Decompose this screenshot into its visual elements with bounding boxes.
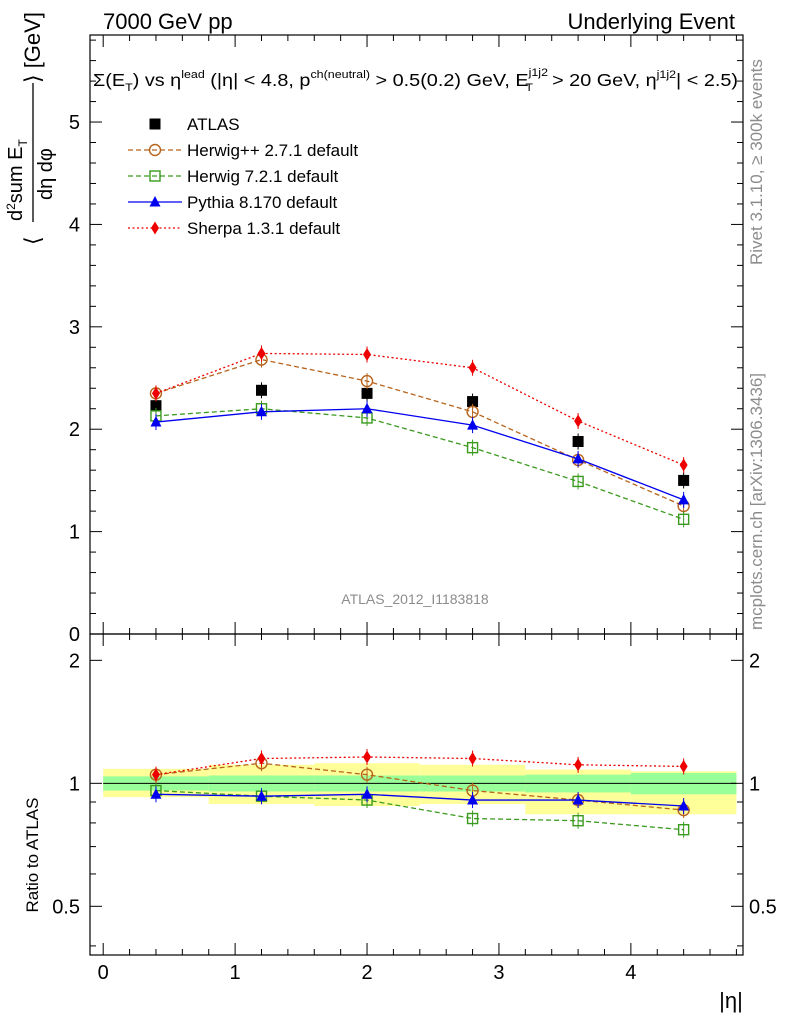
point-pythia-8-170-default [467, 419, 479, 430]
point-atlas [467, 396, 479, 408]
x-tick-label: 4 [625, 962, 636, 984]
point-pythia-8-170-default [467, 794, 479, 805]
legend-marker [149, 170, 161, 182]
y-tick-label: 4 [69, 214, 80, 236]
svg-text:d2sum ET: d2sum ET [4, 139, 30, 222]
legend-label: Sherpa 1.3.1 default [187, 219, 340, 238]
point-sherpa-1-3-1-default [468, 752, 477, 766]
point-pythia-8-170-default [150, 416, 162, 427]
legend: ATLAS Herwig++ 2.7.1 default Herwig 7.2.1 … [128, 115, 358, 238]
rivet-label: Rivet 3.1.10, ≥ 300k events [747, 59, 766, 265]
x-tick-label: 1 [230, 962, 241, 984]
ratio-ylabel: Ratio to ATLAS [23, 798, 42, 913]
y-tick-label: 5 [69, 112, 80, 134]
y-tick-label: 0 [69, 624, 80, 646]
analysis-watermark: ATLAS_2012_I1183818 [341, 591, 489, 607]
point-herwig-7-2-1-default [466, 812, 479, 825]
series-line-herwig-2-7-1-default [155, 358, 684, 507]
point-herwig-2-7-1-default [360, 374, 374, 388]
point-sherpa-1-3-1-default [679, 759, 688, 773]
x-axis-label: |η| [719, 988, 743, 1013]
ratio-y-tick-label: 0.5 [52, 896, 80, 918]
svg-text:dη dφ: dη dφ [35, 148, 57, 200]
svg-text:⟩ [GeV]: ⟩ [GeV] [20, 12, 45, 83]
series-line-pythia-8-170-default [155, 408, 684, 501]
x-tick-label: 2 [361, 962, 372, 984]
legend-label: Pythia 8.170 default [187, 193, 338, 212]
ratio-y-tick-label: 2 [69, 650, 80, 672]
x-tick-label: 3 [493, 962, 504, 984]
y-tick-label: 2 [69, 419, 80, 441]
point-pythia-8-170-default [255, 790, 267, 801]
point-herwig-7-2-1-default [677, 513, 690, 526]
point-pythia-8-170-default [678, 493, 690, 505]
point-sherpa-1-3-1-default [679, 458, 688, 472]
point-pythia-8-170-default [361, 402, 373, 414]
header-left: 7000 GeV pp [103, 9, 233, 34]
series-line-sherpa-1-3-1-default [155, 352, 684, 466]
point-pythia-8-170-default [150, 788, 162, 799]
legend-label: ATLAS [187, 115, 240, 134]
ratio-y-tick-label: 1 [69, 773, 80, 795]
point-pythia-8-170-default [572, 452, 584, 464]
point-sherpa-1-3-1-default [574, 758, 583, 772]
point-sherpa-1-3-1-default [363, 750, 372, 764]
legend-marker [148, 143, 162, 157]
y-tick-label: 3 [69, 317, 80, 339]
point-atlas [678, 474, 690, 486]
point-herwig-7-2-1-default [572, 815, 584, 827]
ratio-y-tick-label-right: 2 [749, 650, 760, 672]
point-herwig-2-7-1-default [360, 768, 374, 781]
ratio-frame [89, 633, 744, 956]
mcplots-label: mcplots.cern.ch [arXiv:1306.3436] [747, 373, 766, 630]
point-pythia-8-170-default [255, 405, 267, 417]
point-herwig-7-2-1-default [572, 475, 584, 488]
header-right: Underlying Event [567, 9, 735, 34]
point-atlas [255, 384, 267, 396]
legend-marker [149, 196, 161, 207]
point-sherpa-1-3-1-default [257, 346, 266, 360]
series-line-pythia-8-170-default [155, 793, 684, 807]
ratio-y-tick-label-right: 0.5 [749, 896, 777, 918]
point-sherpa-1-3-1-default [257, 752, 266, 766]
point-sherpa-1-3-1-default [151, 768, 160, 782]
point-sherpa-1-3-1-default [363, 347, 372, 361]
point-sherpa-1-3-1-default [468, 361, 477, 375]
ratio-panel: 0 1 2 3 4 0.5 0.5 1 1 2 2 [52, 35, 777, 984]
plot-title: Σ(E T) vs η lead (|η| < 4.8, p ch(neutral) … [93, 67, 738, 94]
ratio-y-tick-label-right: 1 [749, 773, 760, 795]
point-atlas [150, 400, 162, 412]
point-pythia-8-170-default [572, 794, 584, 805]
point-atlas [572, 436, 584, 448]
y-tick-label: 1 [69, 522, 80, 544]
legend-marker [149, 118, 161, 130]
legend-label: Herwig 7.2.1 default [187, 167, 338, 186]
point-herwig-7-2-1-default [466, 441, 479, 454]
point-sherpa-1-3-1-default [574, 414, 583, 428]
x-tick-label: 0 [98, 962, 109, 984]
svg-text:⟨: ⟨ [20, 236, 45, 245]
main-panel: 0 1 2 3 4 5 [69, 34, 744, 646]
legend-marker [151, 221, 159, 235]
series-line-herwig-7-2-1-default [155, 408, 684, 520]
series-line-sherpa-1-3-1-default [155, 756, 684, 776]
point-pythia-8-170-default [678, 800, 690, 811]
point-sherpa-1-3-1-default [151, 386, 160, 400]
point-pythia-8-170-default [361, 788, 373, 799]
point-atlas [361, 387, 373, 399]
point-herwig-7-2-1-default [677, 823, 690, 836]
main-ylabel: ⟨ d2sum ET dη dφ ⟩ [GeV] [4, 12, 57, 245]
legend-label: Herwig++ 2.7.1 default [187, 141, 358, 160]
series-line-herwig-2-7-1-default [155, 762, 684, 811]
